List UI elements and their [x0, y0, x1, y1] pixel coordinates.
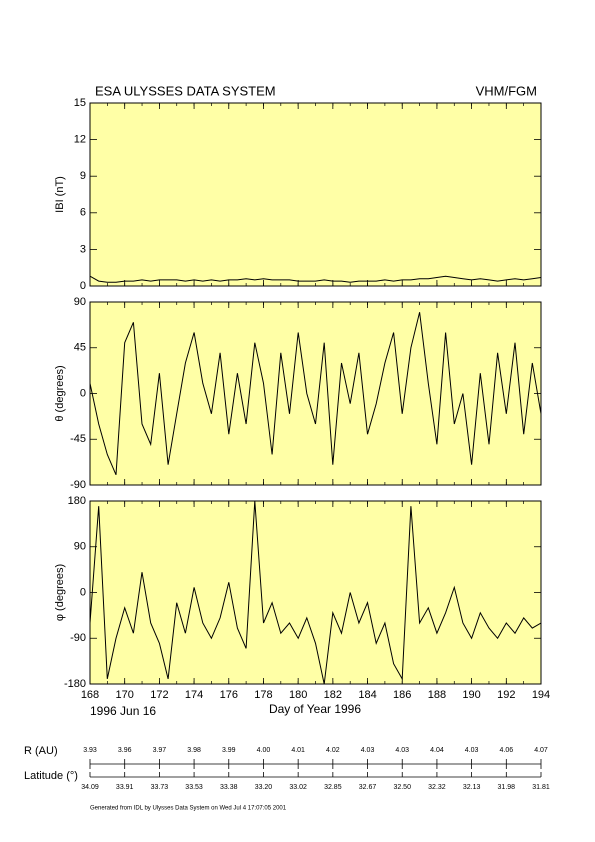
x-axis-label: Day of Year 1996: [269, 702, 361, 716]
plot-frame: [89, 500, 542, 685]
y-tick-label: -90: [70, 479, 86, 491]
lat-value: 33.73: [151, 784, 169, 791]
lat-label: Latitude (°): [24, 770, 78, 782]
x-tick-label: 184: [358, 689, 376, 701]
data-line: [90, 501, 541, 684]
lat-value: 33.20: [255, 784, 273, 791]
instrument: VHM/FGM: [476, 83, 537, 98]
r-value: 4.03: [361, 747, 375, 754]
r-value: 3.98: [187, 747, 201, 754]
y-tick-label: -90: [70, 632, 86, 644]
r-value: 4.03: [395, 747, 409, 754]
y-tick-label: 12: [74, 134, 86, 146]
y-tick-label: 0: [80, 586, 86, 598]
r-label: R (AU): [24, 745, 58, 757]
r-value: 4.06: [499, 747, 513, 754]
x-tick-label: 190: [462, 689, 480, 701]
r-value: 3.96: [118, 747, 132, 754]
y-tick-label: 45: [74, 342, 86, 354]
y-axis-label: IBI (nT): [54, 176, 66, 213]
x-tick-label: 170: [116, 689, 134, 701]
x-tick-label: 176: [220, 689, 238, 701]
y-tick-label: 90: [74, 541, 86, 553]
r-value: 4.02: [326, 747, 340, 754]
r-value: 4.01: [291, 747, 305, 754]
y-tick-label: -180: [64, 678, 86, 690]
r-value: 4.04: [430, 747, 444, 754]
footer: Generated from IDL by Ulysses Data Syste…: [90, 806, 287, 812]
y-tick-label: -45: [70, 433, 86, 445]
lat-value: 32.50: [393, 784, 411, 791]
x-tick-label: 188: [428, 689, 446, 701]
y-tick-label: 90: [74, 296, 86, 308]
y-tick-label: 180: [68, 495, 86, 507]
plot-area: [90, 501, 541, 684]
y-axis-label: θ (degrees): [54, 365, 66, 421]
lat-value: 31.81: [532, 784, 550, 791]
r-value: 3.97: [153, 747, 167, 754]
x-tick-label: 168: [81, 689, 99, 701]
lat-value: 32.13: [463, 784, 481, 791]
x-tick-label: 172: [150, 689, 168, 701]
plot-area: [90, 302, 541, 485]
r-value: 4.03: [465, 747, 479, 754]
lat-value: 34.09: [81, 784, 99, 791]
lat-value: 32.85: [324, 784, 342, 791]
r-value: 4.00: [257, 747, 271, 754]
x-tick-label: 180: [289, 689, 307, 701]
x-tick-label: 192: [497, 689, 515, 701]
lat-value: 32.32: [428, 784, 446, 791]
y-tick-label: 6: [80, 207, 86, 219]
x-tick-label: 186: [393, 689, 411, 701]
y-tick-label: 0: [80, 280, 86, 292]
plot-frame: [89, 102, 542, 287]
x-tick-label: 194: [532, 689, 550, 701]
lat-value: 33.91: [116, 784, 134, 791]
y-tick-label: 3: [80, 243, 86, 255]
r-value: 3.93: [83, 747, 97, 754]
x-tick-label: 174: [185, 689, 203, 701]
lat-value: 33.38: [220, 784, 238, 791]
plot-area: [90, 103, 541, 286]
lat-value: 33.53: [185, 784, 203, 791]
data-line: [90, 275, 541, 283]
y-axis-label: φ (degrees): [54, 564, 66, 621]
data-line: [90, 312, 541, 475]
y-tick-label: 9: [80, 170, 86, 182]
x-tick-label: 182: [324, 689, 342, 701]
y-tick-label: 0: [80, 387, 86, 399]
lat-value: 33.02: [289, 784, 307, 791]
r-value: 4.07: [534, 747, 548, 754]
title: ESA ULYSSES DATA SYSTEM: [95, 83, 276, 98]
lat-value: 31.98: [498, 784, 516, 791]
x-tick-label: 178: [254, 689, 272, 701]
lat-value: 32.67: [359, 784, 377, 791]
y-tick-label: 15: [74, 97, 86, 109]
start-date: 1996 Jun 16: [90, 704, 156, 718]
plot-frame: [89, 301, 542, 486]
r-value: 3.99: [222, 747, 236, 754]
